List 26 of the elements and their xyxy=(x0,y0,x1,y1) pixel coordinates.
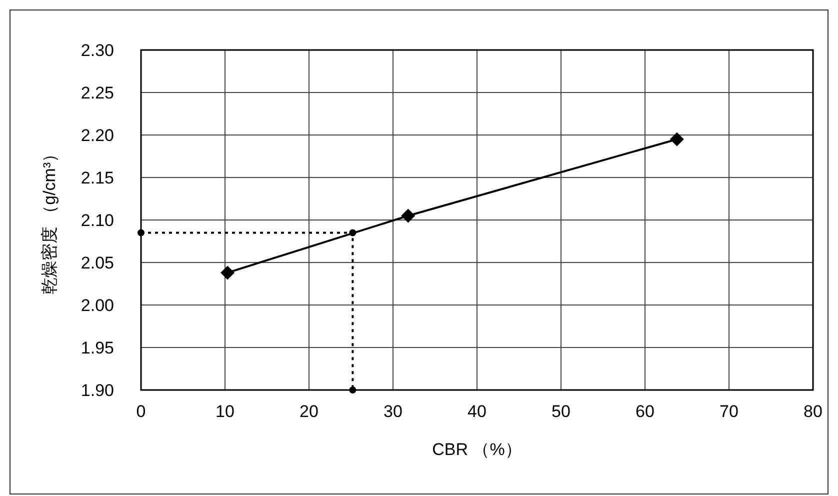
x-tick-label: 70 xyxy=(720,402,738,421)
y-tick-label: 2.00 xyxy=(80,296,114,315)
point xyxy=(349,229,356,236)
x-axis-title: CBR （%） xyxy=(432,440,522,459)
y-tick-label: 1.95 xyxy=(80,338,114,358)
x-tick-label: 30 xyxy=(384,402,402,421)
point xyxy=(138,229,144,236)
point xyxy=(670,132,684,146)
y-tick-label: 2.15 xyxy=(80,168,114,188)
y-tick-label: 2.30 xyxy=(80,41,114,60)
x-tick-label: 80 xyxy=(804,402,822,421)
y-tick-label: 1.90 xyxy=(80,381,114,400)
x-tick-label: 20 xyxy=(300,402,318,421)
y-tick-label: 2.25 xyxy=(80,84,114,102)
x-tick-label: 10 xyxy=(216,402,234,421)
y-tick-label: 2.20 xyxy=(80,126,114,145)
x-tick-label: 40 xyxy=(468,402,486,421)
x-tick-label: 50 xyxy=(552,402,570,421)
x-tick-label: 60 xyxy=(636,402,654,421)
point xyxy=(349,386,356,394)
x-tick-label: 0 xyxy=(136,402,146,421)
y-tick-label: 2.05 xyxy=(80,254,114,272)
y-axis-title: 乾燥密度 （g/cm³） xyxy=(40,145,59,295)
point xyxy=(220,266,235,280)
point xyxy=(401,208,416,223)
y-tick-label: 2.10 xyxy=(80,211,114,230)
